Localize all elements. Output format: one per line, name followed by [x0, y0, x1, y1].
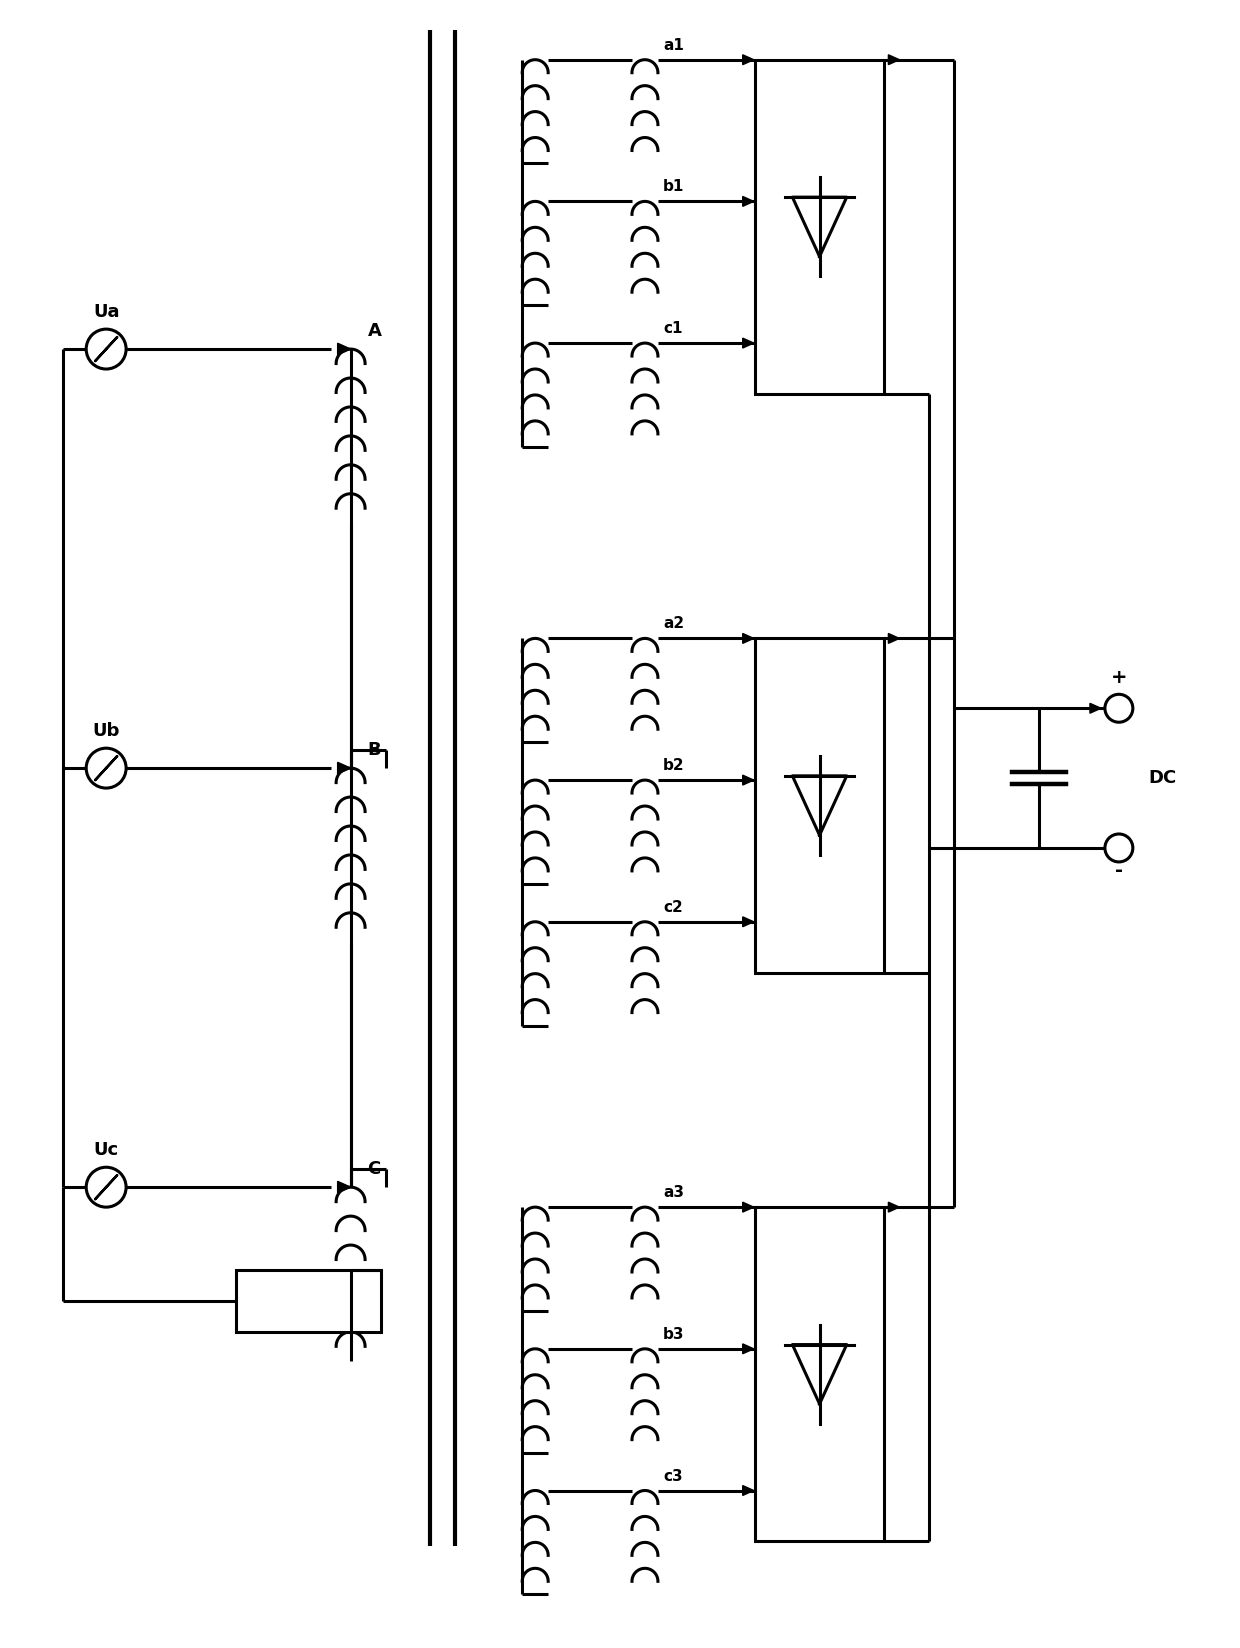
Polygon shape: [743, 196, 754, 206]
Text: -: -: [1115, 860, 1123, 880]
Text: A: A: [367, 321, 382, 339]
Text: C: C: [367, 1160, 381, 1178]
Text: c2: c2: [663, 900, 683, 915]
Polygon shape: [888, 1201, 899, 1211]
Text: B: B: [367, 742, 381, 760]
Polygon shape: [888, 54, 899, 64]
Text: c1: c1: [663, 321, 682, 336]
Text: a3: a3: [663, 1185, 684, 1200]
Bar: [755, 638, 884, 972]
Bar: [755, 59, 884, 394]
Polygon shape: [337, 343, 351, 354]
Text: b1: b1: [663, 180, 684, 194]
Text: Ua: Ua: [93, 303, 119, 321]
Text: c3: c3: [663, 1468, 682, 1483]
Text: b3: b3: [663, 1327, 684, 1341]
Polygon shape: [743, 916, 754, 926]
Polygon shape: [1090, 704, 1101, 714]
Text: a2: a2: [663, 616, 684, 631]
Polygon shape: [743, 1343, 754, 1353]
Bar: [236, 1271, 381, 1332]
Polygon shape: [743, 775, 754, 784]
Polygon shape: [337, 1182, 351, 1193]
Polygon shape: [743, 54, 754, 64]
Text: Ub: Ub: [93, 722, 120, 740]
Bar: [755, 1206, 884, 1541]
Polygon shape: [743, 1201, 754, 1211]
Text: b2: b2: [663, 758, 684, 773]
Polygon shape: [743, 1485, 754, 1495]
Text: Uc: Uc: [93, 1142, 119, 1159]
Polygon shape: [743, 633, 754, 643]
Text: +: +: [1111, 669, 1127, 687]
Text: DC: DC: [1148, 770, 1177, 788]
Polygon shape: [743, 338, 754, 348]
Polygon shape: [888, 633, 899, 643]
Polygon shape: [337, 763, 351, 775]
Text: a1: a1: [663, 38, 683, 53]
